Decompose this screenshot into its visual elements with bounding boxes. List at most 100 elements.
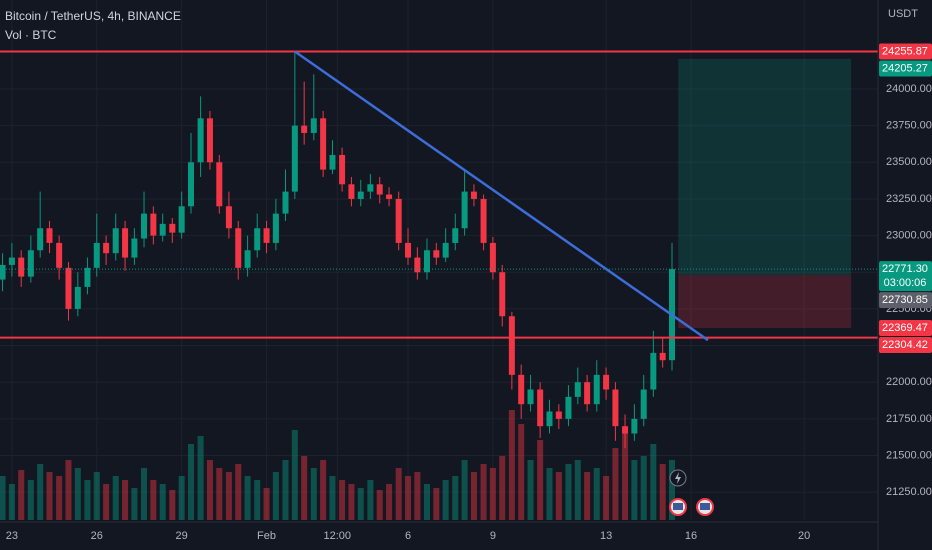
volume-bar <box>320 460 327 520</box>
candle-body <box>263 228 270 243</box>
price-label-box <box>879 292 932 309</box>
stop-zone <box>678 275 852 329</box>
volume-bar <box>74 468 81 520</box>
volume-bar <box>414 472 421 520</box>
price-label: 22730.85 <box>882 294 928 306</box>
candle-body <box>0 264 6 280</box>
volume-bar <box>263 488 270 520</box>
x-tick-label: 6 <box>405 530 411 542</box>
volume-bar <box>93 472 100 520</box>
volume-bar <box>141 468 148 520</box>
volume-bar <box>206 460 213 520</box>
candle-body <box>508 316 515 375</box>
x-tick-label: 23 <box>6 530 18 542</box>
volume-bar <box>131 488 138 520</box>
volume-bar <box>187 444 194 520</box>
chart-subtitle: Vol · BTC <box>5 28 57 42</box>
volume-bar <box>357 488 364 520</box>
candle-body <box>65 267 72 309</box>
candle-body <box>376 184 383 195</box>
volume-bar <box>84 480 91 520</box>
axes: 21250.0021500.0021750.0022000.0022250.00… <box>6 43 932 542</box>
volume-bar <box>537 440 544 520</box>
candle-body <box>433 250 440 258</box>
x-tick-label: 20 <box>798 530 810 542</box>
x-tick-label: 29 <box>176 530 188 542</box>
x-tick-label: Feb <box>257 530 276 542</box>
price-label: 22369.47 <box>882 322 928 334</box>
volume-bar <box>386 484 393 520</box>
x-tick-label: 13 <box>600 530 612 542</box>
x-tick-label: 9 <box>490 530 496 542</box>
candle-body <box>159 223 166 236</box>
candle-body <box>442 242 449 258</box>
candle-body <box>122 228 129 258</box>
volume-bar <box>631 460 638 520</box>
volume-bar <box>244 476 251 520</box>
volume-bar <box>37 464 44 520</box>
candle-body <box>187 162 194 207</box>
volume-bar <box>291 430 298 520</box>
volume-bar <box>235 464 242 520</box>
candle-body <box>555 411 562 419</box>
candle-body <box>301 125 308 133</box>
volume-bar <box>527 460 534 520</box>
price-label: 24205.27 <box>882 62 928 74</box>
volume-bar <box>518 424 525 520</box>
volume-bar <box>272 472 279 520</box>
candle-body <box>27 250 34 277</box>
candle-body <box>272 213 279 243</box>
volume-bar <box>159 484 166 520</box>
candle-body <box>329 154 336 170</box>
candle-body <box>141 213 148 239</box>
volume-bar <box>169 490 176 520</box>
trend-line <box>294 50 709 342</box>
y-tick-label: 22000.00 <box>886 376 932 388</box>
candle-body <box>206 118 213 163</box>
x-tick-label: 12:00 <box>324 530 352 542</box>
candle-body <box>470 191 477 199</box>
x-tick-label: 26 <box>91 530 103 542</box>
candle-body <box>518 374 525 405</box>
volume-bar <box>640 456 647 520</box>
volume-bar <box>480 464 487 520</box>
candle-body <box>235 228 242 268</box>
y-tick-label: 23000.00 <box>886 229 932 241</box>
candle-body <box>84 267 91 287</box>
volume-bar <box>0 476 6 520</box>
candle-body <box>37 228 44 251</box>
volume-bar <box>423 484 430 520</box>
volume-bar <box>669 460 676 520</box>
candle-body <box>74 286 81 309</box>
volume-bar <box>433 488 440 520</box>
y-tick-label: 24000.00 <box>886 83 932 95</box>
candle-body <box>395 198 402 243</box>
candle-body <box>622 426 629 434</box>
candle-body <box>254 228 261 251</box>
volume-bar <box>376 490 383 520</box>
candle-body <box>310 118 317 133</box>
candle-body <box>282 191 289 214</box>
volume-bar <box>112 476 119 520</box>
volume-bar <box>65 460 72 520</box>
y-tick-label: 21500.00 <box>886 449 932 461</box>
volume-bar <box>301 456 308 520</box>
candle-body <box>169 223 176 233</box>
candle-body <box>574 382 581 397</box>
volume-bar <box>622 432 629 520</box>
volume-bar <box>339 480 346 520</box>
candle-body <box>489 242 496 273</box>
volume-bar <box>574 460 581 520</box>
volume-bar <box>461 460 468 520</box>
volume-bar <box>46 472 53 520</box>
volume-bar <box>282 460 289 520</box>
candle-body <box>56 242 63 268</box>
volume-bar <box>555 472 562 520</box>
y-axis-label: USDT <box>888 8 918 20</box>
flag-shape <box>673 503 683 510</box>
volume-bar <box>367 480 374 520</box>
candle-body <box>593 374 600 405</box>
volume-bar <box>395 468 402 520</box>
